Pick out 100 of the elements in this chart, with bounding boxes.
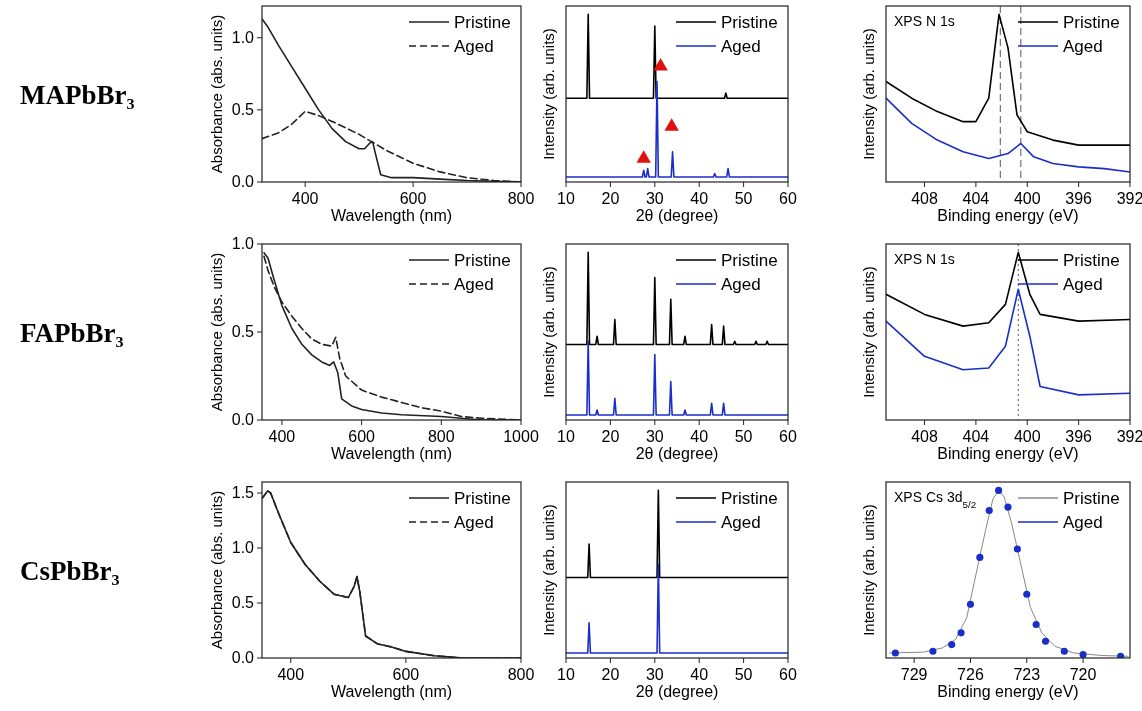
x-tick-label: 60 bbox=[779, 666, 797, 683]
point bbox=[1060, 647, 1068, 655]
y-axis-title: Intensity (arb. units) bbox=[540, 266, 557, 398]
legend-label: Pristine bbox=[1063, 251, 1120, 270]
point bbox=[891, 649, 899, 657]
point bbox=[1032, 620, 1040, 629]
y-tick-label: 0.0 bbox=[231, 649, 255, 666]
y-tick-label: 0.0 bbox=[231, 173, 255, 190]
x-tick-label: 40 bbox=[690, 428, 709, 445]
x-axis-title: Binding energy (eV) bbox=[937, 445, 1079, 462]
text: MAPbBr₃ bbox=[20, 80, 135, 110]
x-tick-label: 392 bbox=[1116, 190, 1142, 207]
x-tick-label: 10 bbox=[557, 666, 575, 683]
legend-label: Aged bbox=[721, 275, 761, 294]
legend-label: Pristine bbox=[721, 251, 778, 270]
legend-label: Aged bbox=[454, 37, 494, 56]
x-tick-label: 400 bbox=[1013, 428, 1041, 445]
x-tick-label: 600 bbox=[348, 428, 376, 445]
point bbox=[948, 641, 956, 649]
legend-label: Pristine bbox=[1063, 13, 1120, 32]
x-tick-label: 40 bbox=[690, 190, 709, 207]
point bbox=[985, 506, 993, 515]
x-tick-label: 60 bbox=[779, 190, 797, 207]
x-tick-label: 30 bbox=[645, 428, 664, 445]
x-axis-title: Binding energy (eV) bbox=[937, 207, 1079, 224]
text: CsPbBr₃ bbox=[20, 556, 120, 586]
point bbox=[1004, 503, 1012, 511]
point bbox=[995, 486, 1003, 494]
point bbox=[1041, 637, 1050, 645]
legend-label: Aged bbox=[1063, 37, 1103, 56]
point bbox=[1117, 652, 1125, 658]
y-tick-label: 0.0 bbox=[231, 411, 255, 428]
x-tick-label: 10 bbox=[557, 190, 575, 207]
y-tick-label: 1.5 bbox=[231, 484, 255, 501]
legend-label: Aged bbox=[454, 275, 494, 294]
point bbox=[929, 647, 937, 655]
x-tick-label: 408 bbox=[911, 428, 938, 445]
x-tick-label: 396 bbox=[1065, 428, 1093, 445]
legend-label: Aged bbox=[1063, 275, 1103, 294]
annotation: XPS Cs 3d$_{5/2}$ bbox=[894, 489, 977, 510]
x-axis-title: Wavelength (nm) bbox=[330, 445, 453, 462]
point bbox=[1013, 545, 1021, 553]
y-axis-title: Absorbance (abs. units) bbox=[208, 490, 225, 650]
x-tick-label: 20 bbox=[601, 428, 620, 445]
x-tick-label: 400 bbox=[291, 190, 319, 207]
x-tick-label: 30 bbox=[645, 666, 664, 683]
y-tick-label: 0.5 bbox=[231, 594, 255, 611]
x-tick-label: 726 bbox=[957, 666, 984, 683]
x-tick-label: 800 bbox=[507, 666, 535, 683]
x-tick-label: 1000 bbox=[503, 428, 539, 445]
y-axis-title: Intensity (arb. units) bbox=[860, 28, 877, 160]
y-axis-title: Intensity (arb. units) bbox=[540, 504, 557, 636]
x-tick-label: 20 bbox=[601, 190, 620, 207]
legend-label: Pristine bbox=[454, 13, 511, 32]
legend-label: Aged bbox=[1063, 513, 1103, 532]
y-axis-title: Absorbance (abs. units) bbox=[208, 14, 225, 174]
x-tick-label: 600 bbox=[392, 666, 420, 683]
x-tick-label: 10 bbox=[557, 428, 575, 445]
point bbox=[1023, 590, 1031, 598]
x-tick-label: 400 bbox=[1013, 190, 1041, 207]
x-tick-label: 50 bbox=[734, 428, 753, 445]
annotation: XPS N 1s bbox=[894, 13, 955, 29]
x-axis-title: 2θ (degree) bbox=[635, 445, 719, 462]
annotation: XPS N 1s bbox=[894, 251, 955, 267]
x-tick-label: 404 bbox=[962, 190, 990, 207]
x-tick-label: 30 bbox=[645, 190, 664, 207]
x-tick-label: 600 bbox=[399, 190, 427, 207]
x-tick-label: 723 bbox=[1013, 666, 1041, 683]
x-axis-title: 2θ (degree) bbox=[635, 207, 719, 224]
legend-label: Pristine bbox=[721, 489, 778, 508]
x-tick-label: 20 bbox=[601, 666, 620, 683]
legend-label: Aged bbox=[454, 513, 494, 532]
point bbox=[966, 600, 975, 608]
y-axis-title: Intensity (arb. units) bbox=[860, 504, 877, 636]
y-axis-title: Absorbance (abs. units) bbox=[208, 252, 225, 412]
point bbox=[1079, 651, 1087, 658]
legend-label: Pristine bbox=[721, 13, 778, 32]
x-tick-label: 800 bbox=[427, 428, 455, 445]
y-tick-label: 1.0 bbox=[231, 28, 255, 46]
legend-label: Aged bbox=[721, 37, 761, 56]
x-tick-label: 800 bbox=[507, 190, 535, 207]
y-tick-label: 1.0 bbox=[231, 539, 255, 556]
y-tick-label: 1.0 bbox=[231, 235, 255, 252]
legend-label: Pristine bbox=[454, 489, 511, 508]
x-axis-title: 2θ (degree) bbox=[635, 683, 719, 700]
x-tick-label: 50 bbox=[734, 666, 753, 683]
x-tick-label: 392 bbox=[1116, 428, 1142, 445]
x-axis-title: Binding energy (eV) bbox=[937, 683, 1079, 700]
y-tick-label: 0.5 bbox=[231, 100, 255, 118]
x-tick-label: 400 bbox=[268, 428, 296, 445]
x-tick-label: 400 bbox=[277, 666, 305, 683]
legend-label: Pristine bbox=[1063, 489, 1120, 508]
x-tick-label: 729 bbox=[900, 666, 928, 683]
x-tick-label: 50 bbox=[734, 190, 753, 207]
y-tick-label: 0.5 bbox=[231, 323, 255, 340]
x-tick-label: 40 bbox=[690, 666, 709, 683]
point bbox=[957, 629, 965, 637]
legend-label: Aged bbox=[721, 513, 761, 532]
x-tick-label: 408 bbox=[911, 190, 938, 207]
x-tick-label: 404 bbox=[962, 428, 990, 445]
